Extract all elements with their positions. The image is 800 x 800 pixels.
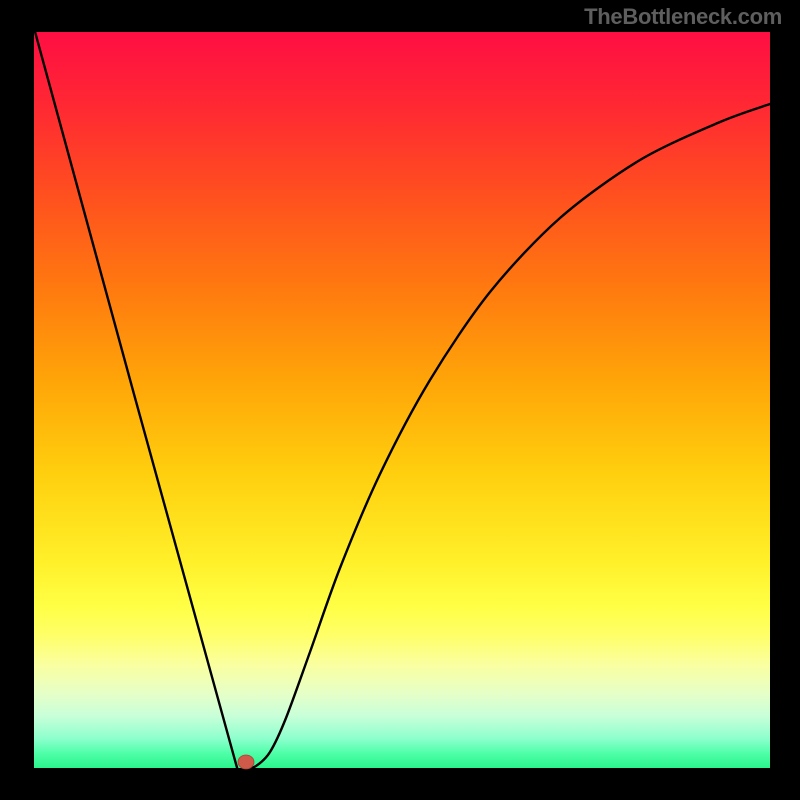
plot-background <box>34 32 770 768</box>
optimum-marker <box>238 755 254 769</box>
chart-frame: TheBottleneck.com <box>0 0 800 800</box>
chart-svg <box>0 0 800 800</box>
watermark-text: TheBottleneck.com <box>584 4 782 30</box>
